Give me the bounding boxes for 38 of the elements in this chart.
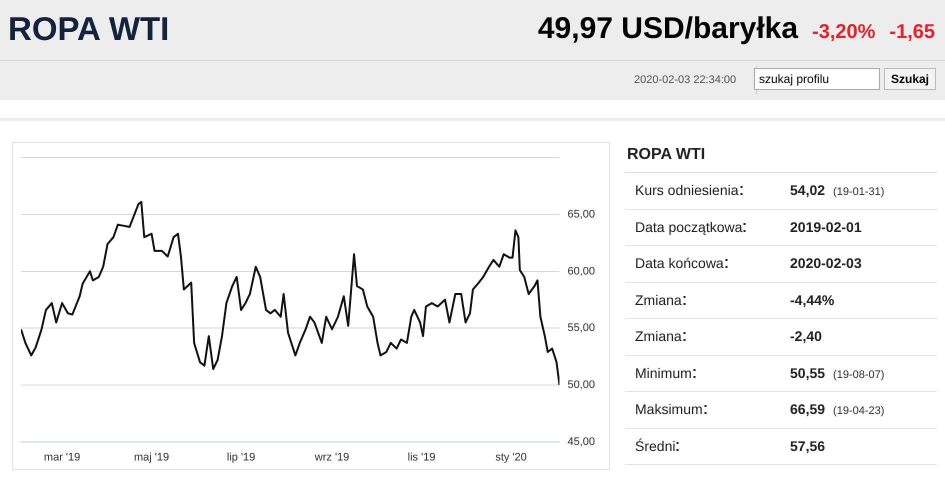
text: -4,44% xyxy=(790,292,834,308)
x-tick-label: maj '19 xyxy=(134,451,170,464)
y-tick-label: 45,00 xyxy=(567,436,596,448)
y-tick-label: 65,00 xyxy=(567,208,596,220)
y-tick-label: 50,00 xyxy=(567,378,596,391)
x-tick-label: wrz '19 xyxy=(314,451,350,464)
category-label: Data początkowa xyxy=(635,218,742,234)
text: 50,55 xyxy=(790,364,826,380)
text: (19-08-07) xyxy=(833,368,884,380)
text: 66,59 xyxy=(790,401,826,417)
category-label: Zmiana xyxy=(635,328,682,344)
text: 2020-02-03 22:34:00 xyxy=(634,74,736,86)
x-tick-label: sty '20 xyxy=(495,451,527,464)
text: Szukaj xyxy=(884,68,936,90)
x-tick-label: mar '19 xyxy=(44,451,80,464)
y-tick-label: 60,00 xyxy=(567,265,596,278)
text: 57,56 xyxy=(790,438,826,454)
x-tick-label: lis '19 xyxy=(408,451,436,464)
text: -2,40 xyxy=(790,328,822,344)
x-tick-label: lip '19 xyxy=(226,451,256,464)
text: -3,20% xyxy=(812,21,876,44)
text: szukaj profilu xyxy=(754,68,880,90)
category-label: Kurs odniesienia xyxy=(635,182,739,198)
category-label: Zmiana xyxy=(635,292,682,308)
chart-title: ROPA WTI xyxy=(8,10,170,48)
text: 2019-02-01 xyxy=(790,218,862,234)
text: -1,65 xyxy=(889,21,935,44)
category-label: Średni xyxy=(635,438,676,454)
y-tick-label: 55,00 xyxy=(567,322,596,334)
text: 54,02 xyxy=(790,182,826,198)
text: (19-04-23) xyxy=(833,405,884,417)
category-label: Minimum xyxy=(635,364,692,380)
text: (19-01-31) xyxy=(833,186,884,198)
text: 2020-02-03 xyxy=(790,255,862,271)
text: ROPA WTI xyxy=(625,140,937,173)
text: 49,97 USD/baryłka xyxy=(538,12,798,46)
category-label: Data końcowa xyxy=(635,255,724,271)
category-label: Maksimum xyxy=(635,401,703,417)
